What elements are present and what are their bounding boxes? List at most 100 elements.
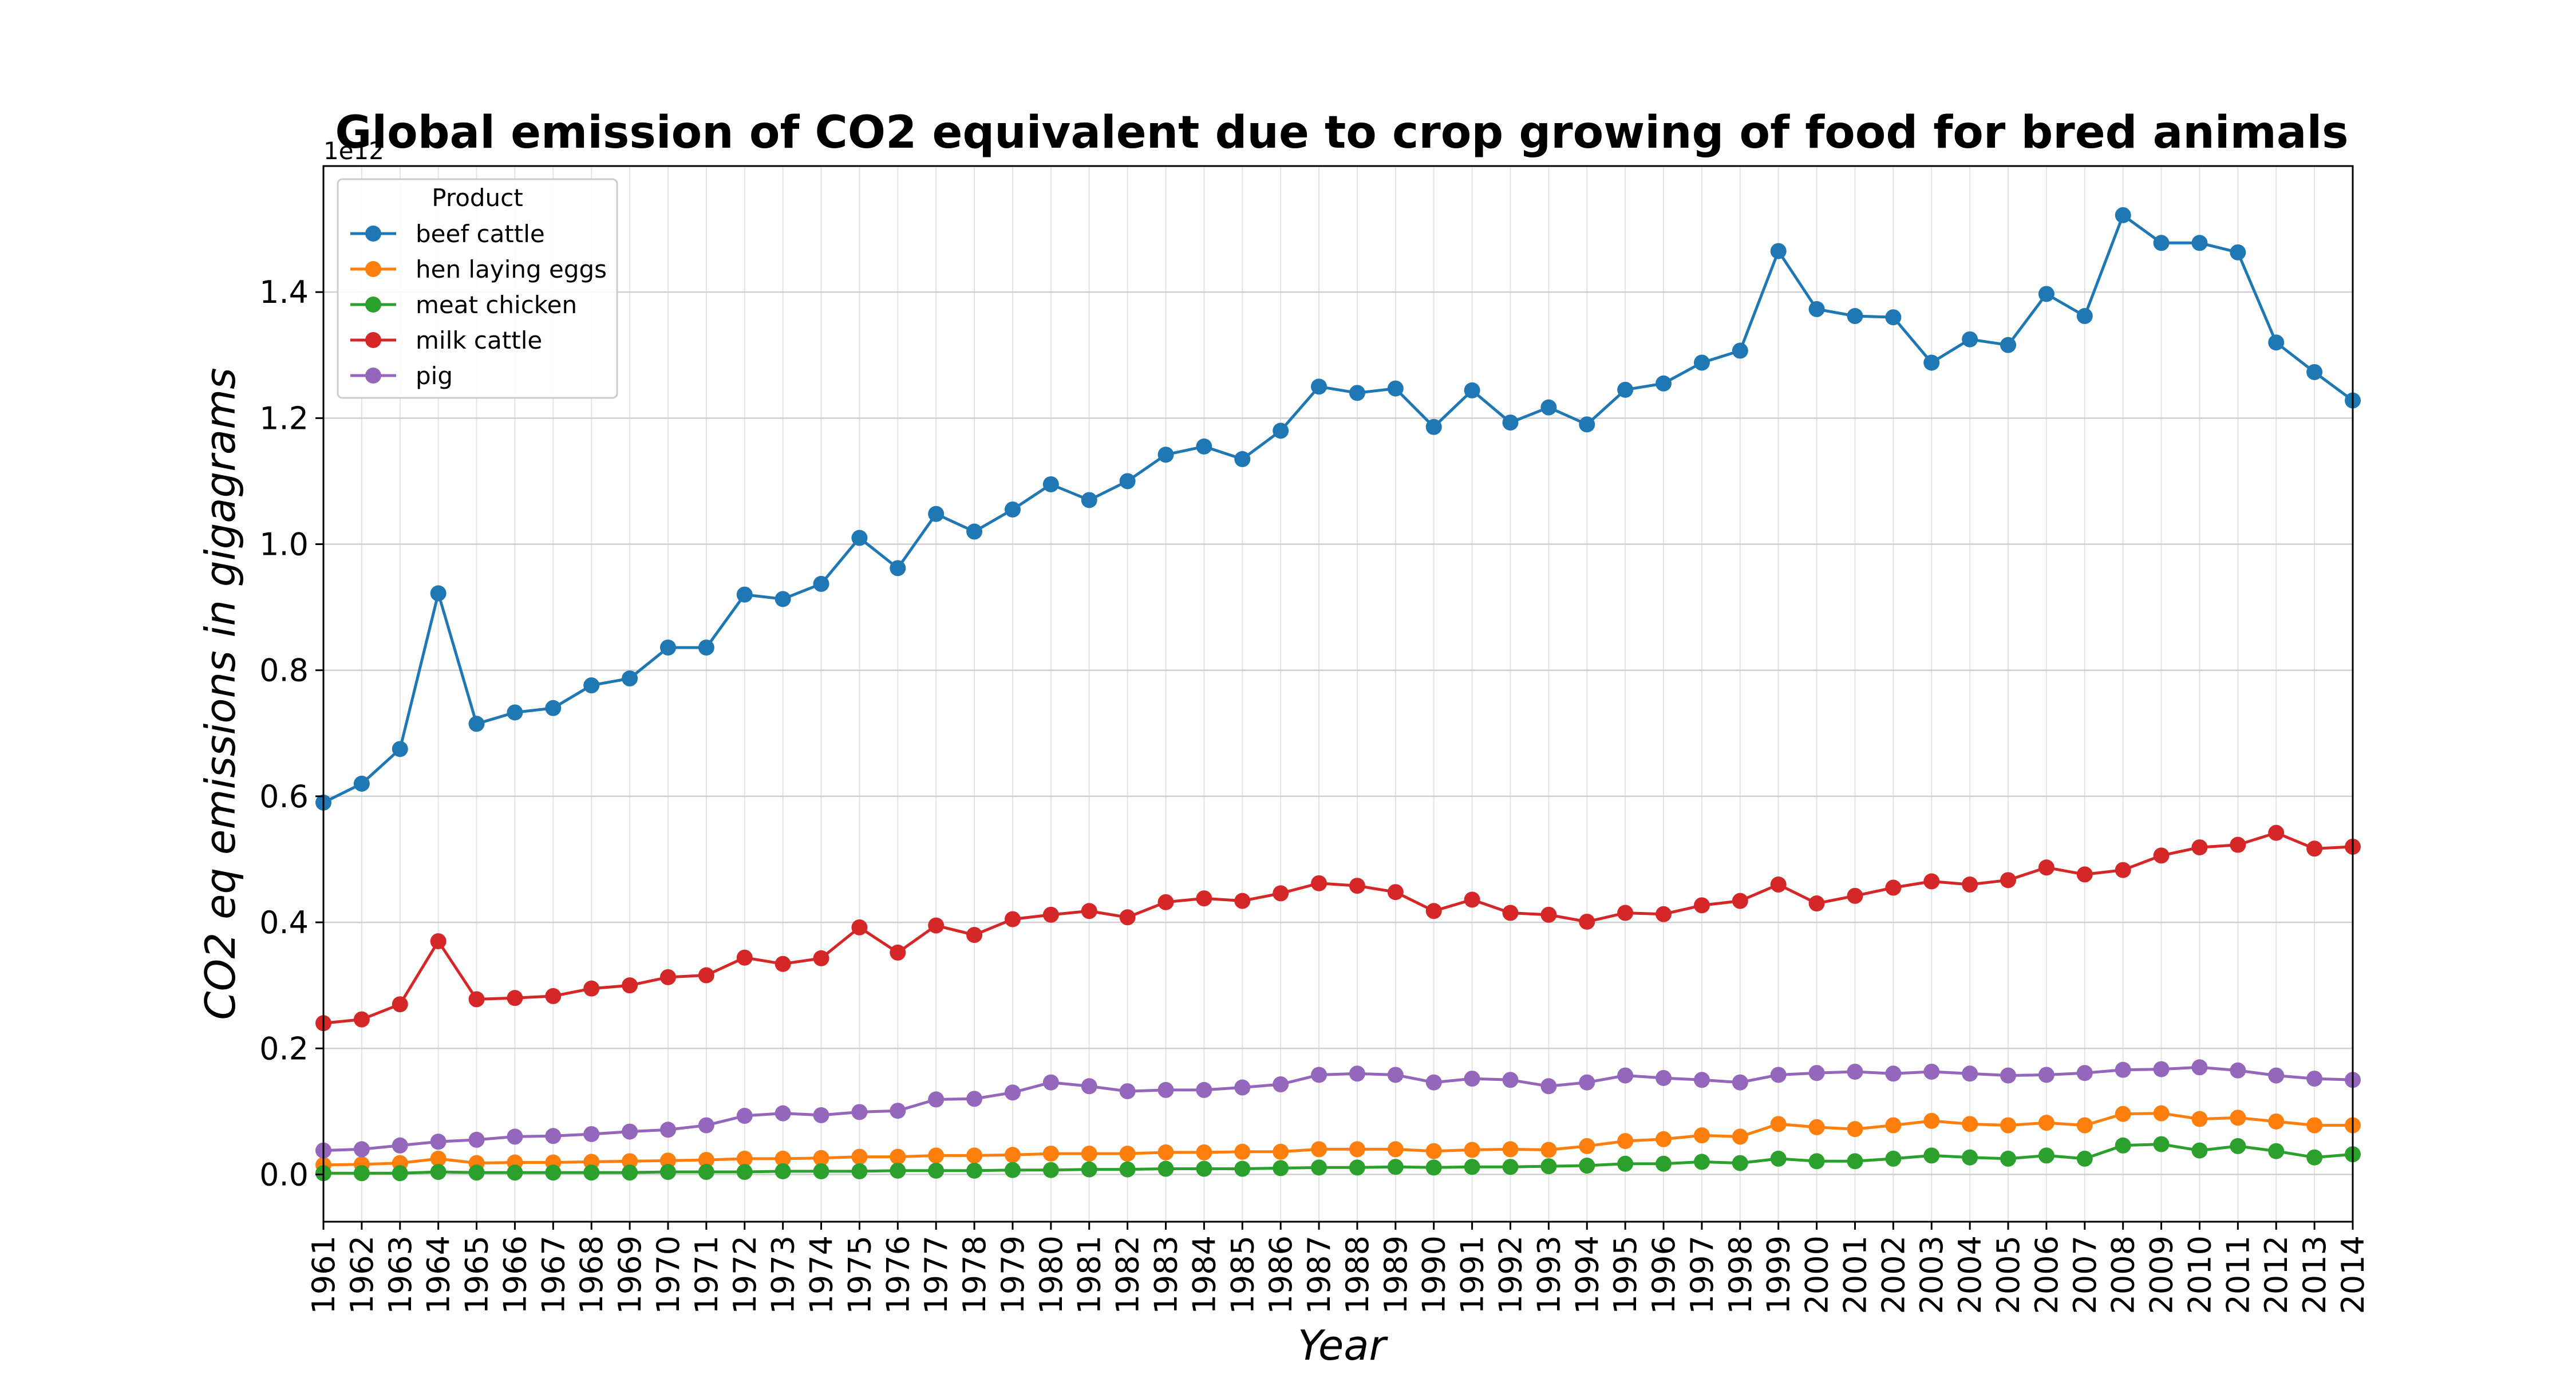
data-point-hen-laying-eggs [1656, 1131, 1672, 1147]
data-point-meat-chicken [2306, 1149, 2323, 1166]
data-point-meat-chicken [1540, 1158, 1557, 1175]
data-point-pig [966, 1091, 983, 1107]
x-tick-label: 2007 [2067, 1235, 2103, 1314]
x-tick-label: 2014 [2335, 1235, 2371, 1314]
x-tick-label: 1979 [995, 1235, 1031, 1314]
legend: Product beef cattle hen laying eggs meat c… [337, 178, 618, 399]
data-point-hen-laying-eggs [2268, 1113, 2285, 1130]
legend-marker-pig [365, 368, 381, 384]
x-tick-label: 1963 [382, 1235, 418, 1314]
data-point-milk-cattle [430, 933, 447, 950]
x-tick-label: 2010 [2182, 1235, 2218, 1314]
x-tick-label: 1968 [574, 1235, 610, 1314]
data-point-meat-chicken [507, 1164, 523, 1181]
data-point-hen-laying-eggs [1081, 1146, 1097, 1162]
data-point-milk-cattle [928, 917, 945, 934]
data-point-beef-cattle [1004, 501, 1021, 518]
data-point-milk-cattle [353, 1011, 370, 1028]
data-point-meat-chicken [1617, 1155, 1634, 1172]
x-tick-label: 1998 [1722, 1235, 1759, 1314]
data-point-milk-cattle [1464, 891, 1480, 908]
legend-label-pig: pig [416, 362, 453, 390]
data-point-meat-chicken [2230, 1138, 2246, 1154]
data-point-hen-laying-eggs [1234, 1143, 1251, 1160]
data-point-hen-laying-eggs [1004, 1147, 1021, 1163]
data-point-hen-laying-eggs [2306, 1117, 2323, 1134]
data-point-beef-cattle [2153, 235, 2170, 251]
y-tick-label: 1.0 [259, 527, 309, 563]
x-tick-label: 2004 [1952, 1235, 1988, 1314]
x-tick-label: 1965 [459, 1235, 495, 1314]
data-point-pig [545, 1128, 562, 1144]
data-point-pig [1425, 1074, 1442, 1091]
data-point-beef-cattle [583, 677, 600, 694]
data-point-pig [775, 1105, 791, 1122]
data-point-milk-cattle [1962, 876, 1978, 893]
data-point-milk-cattle [1579, 913, 1595, 930]
y-tick-label: 0.8 [259, 653, 309, 689]
data-point-milk-cattle [1732, 893, 1748, 909]
data-point-milk-cattle [2230, 836, 2246, 853]
data-point-beef-cattle [392, 741, 408, 757]
chart-title: Global emission of CO2 equivalent due to… [335, 107, 2348, 159]
data-point-meat-chicken [1502, 1159, 1519, 1175]
data-point-milk-cattle [392, 996, 408, 1013]
x-tick-label: 1985 [1224, 1235, 1261, 1314]
x-tick-label: 1992 [1492, 1235, 1528, 1314]
data-point-beef-cattle [468, 716, 485, 732]
x-tick-label: 1973 [765, 1235, 801, 1314]
data-point-meat-chicken [1732, 1155, 1748, 1171]
data-point-pig [507, 1128, 523, 1145]
legend-marker-beef-cattle [365, 226, 381, 242]
legend-items: beef cattle hen laying eggs meat chicken mi… [350, 220, 607, 390]
x-tick-label: 1990 [1416, 1235, 1452, 1314]
data-point-pig [1464, 1071, 1480, 1087]
data-point-beef-cattle [1349, 385, 1365, 401]
data-point-milk-cattle [1540, 906, 1557, 923]
data-point-beef-cattle [1196, 438, 1212, 455]
data-point-hen-laying-eggs [1579, 1138, 1595, 1154]
data-point-pig [928, 1091, 945, 1108]
data-point-pig [2153, 1061, 2170, 1077]
series-line-beef-cattle [322, 214, 2354, 804]
data-point-pig [2076, 1065, 2093, 1081]
data-point-pig [1311, 1067, 1327, 1083]
legend-item-pig: pig [350, 362, 453, 390]
legend-marker-hen-laying-eggs [365, 261, 381, 277]
x-tick-label: 1995 [1607, 1235, 1643, 1314]
data-point-pig [1962, 1065, 1978, 1082]
data-point-hen-laying-eggs [1923, 1112, 1940, 1129]
data-point-hen-laying-eggs [1464, 1142, 1480, 1158]
data-point-meat-chicken [736, 1164, 753, 1180]
x-tick-label: 1997 [1684, 1235, 1720, 1314]
series-meat-chicken [315, 1136, 2361, 1182]
y-tick-label: 0.4 [259, 905, 309, 941]
data-point-hen-laying-eggs [1885, 1117, 1902, 1134]
legend-item-milk-cattle: milk cattle [350, 326, 542, 354]
data-point-meat-chicken [1349, 1159, 1365, 1176]
data-point-beef-cattle [1157, 447, 1174, 463]
legend-label-hen-laying-eggs: hen laying eggs [416, 255, 607, 283]
data-point-beef-cattle [1119, 473, 1136, 489]
x-tick-label: 1978 [957, 1235, 993, 1314]
x-tick-label: 2008 [2105, 1235, 2142, 1314]
data-point-milk-cattle [2038, 859, 2055, 876]
y-axis-label: CO2 eq emissions in gigagrams [196, 368, 244, 1020]
data-point-beef-cattle [2038, 286, 2055, 302]
data-point-pig [622, 1123, 638, 1140]
data-point-milk-cattle [468, 991, 485, 1008]
data-point-hen-laying-eggs [966, 1147, 983, 1164]
data-point-meat-chicken [1923, 1147, 1940, 1164]
data-point-hen-laying-eggs [2191, 1111, 2208, 1127]
y-tick-label: 0.0 [259, 1156, 309, 1193]
data-point-hen-laying-eggs [2115, 1105, 2131, 1122]
data-point-beef-cattle [2191, 235, 2208, 251]
data-point-pig [659, 1122, 676, 1138]
data-point-meat-chicken [430, 1164, 447, 1180]
series-beef-cattle [315, 207, 2361, 811]
data-point-milk-cattle [659, 969, 676, 985]
plot-frame [322, 165, 2354, 1223]
data-point-pig [1656, 1069, 1672, 1086]
data-point-hen-laying-eggs [2038, 1115, 2055, 1131]
